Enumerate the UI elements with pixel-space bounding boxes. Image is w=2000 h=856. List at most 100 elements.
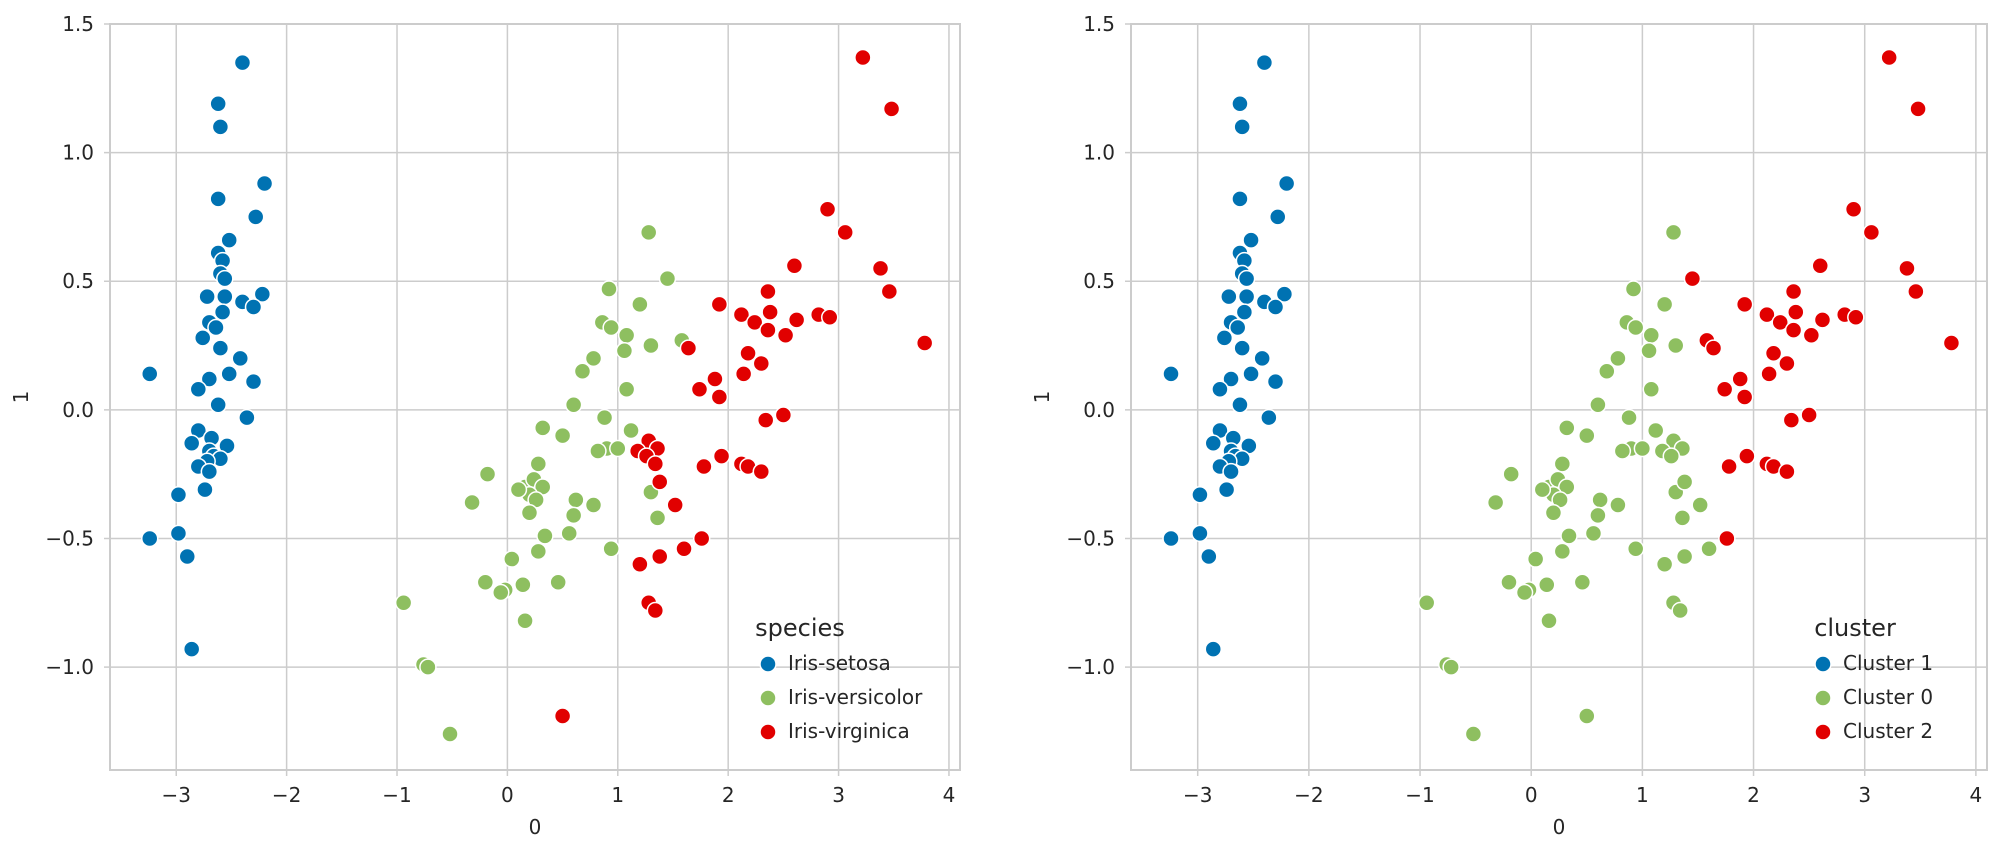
y-tick-label: −0.5 (45, 526, 94, 550)
scatter-point (1715, 380, 1734, 399)
scatter-point (200, 370, 219, 388)
x-tick-label: 3 (832, 783, 845, 807)
scatter-point (207, 318, 225, 337)
scatter-point (584, 349, 603, 368)
x-tick-label: −1 (382, 783, 411, 807)
legend: species Iris-setosa Iris-versicolor Iris-vi… (755, 614, 923, 743)
scatter-point (1486, 493, 1505, 512)
scatter-point (1731, 370, 1749, 388)
scatter-point (478, 465, 497, 483)
scatter-point (244, 372, 263, 391)
scatter-point (1646, 421, 1665, 440)
scatter-point (198, 287, 216, 306)
x-tick-label: 0 (1525, 783, 1538, 807)
scatter-point (1909, 100, 1927, 118)
scatter-point (1553, 455, 1572, 473)
scatter-point (820, 308, 839, 327)
scatter-point (560, 524, 578, 543)
scatter-point (1624, 280, 1643, 298)
plot-frame (109, 23, 961, 771)
scatter-point (1787, 303, 1805, 321)
scatter-point (1771, 313, 1789, 332)
legend-marker (1814, 723, 1832, 741)
series-iris-versicolor (394, 223, 691, 743)
x-tick-label: −2 (272, 783, 301, 807)
scatter-point (752, 354, 771, 373)
scatter-point (617, 326, 636, 345)
scatter-point (253, 285, 272, 303)
scatter-point (246, 208, 265, 226)
scatter-point (1204, 434, 1223, 453)
species-scatter-panel: −3 −2 −1 0 1 2 3 4 −1.0 −0.5 0.0 0.5 1.0 1.5 0 1 species… (9, 12, 961, 839)
legend: cluster Cluster 1 Cluster 0 Cluster 2 (1814, 614, 1933, 743)
y-axis-label: 1 (1030, 391, 1054, 404)
series-cluster-1 (1162, 53, 1296, 658)
scatter-point (666, 496, 684, 514)
scatter-point (1700, 540, 1718, 558)
scatter-point (818, 200, 837, 218)
scatter-point (759, 282, 777, 301)
scatter-point (209, 190, 227, 208)
scatter-point (1811, 257, 1829, 275)
scatter-point (140, 529, 159, 548)
scatter-point (1417, 594, 1436, 612)
x-tick-label: 4 (943, 783, 956, 807)
scatter-point (213, 303, 232, 321)
scatter-point (739, 344, 757, 363)
scatter-point (785, 257, 804, 275)
scatter-point (712, 447, 731, 465)
scatter-point (520, 504, 539, 522)
scatter-point (1784, 282, 1803, 301)
scatter-point (639, 223, 658, 242)
scatter-point (1231, 190, 1249, 208)
y-tick-label: −1.0 (1066, 655, 1115, 679)
legend-item: Cluster 2 (1814, 719, 1933, 743)
scatter-point (1231, 94, 1249, 113)
gridlines (1131, 23, 1987, 770)
legend-marker (1814, 689, 1832, 707)
scatter-point (756, 411, 775, 429)
scatter-point (1735, 388, 1754, 406)
legend-item: Cluster 1 (1814, 651, 1933, 675)
scatter-point (631, 555, 649, 573)
scatter-point (1764, 344, 1783, 363)
x-tick-label: 2 (1747, 783, 1760, 807)
scatter-point (1255, 53, 1274, 72)
scatter-point (646, 455, 665, 473)
scatter-point (1640, 341, 1658, 360)
scatter-point (1778, 462, 1796, 481)
scatter-point (1233, 339, 1251, 357)
scatter-point (1253, 349, 1271, 368)
legend-title: cluster (1814, 614, 1896, 642)
scatter-point (609, 439, 627, 458)
scatter-point (1704, 339, 1723, 357)
scatter-point (549, 573, 567, 591)
scatter-point (1515, 583, 1534, 602)
legend-label: Cluster 0 (1843, 685, 1933, 709)
scatter-point (564, 395, 583, 414)
scatter-point (1847, 308, 1865, 327)
scatter-point (1655, 295, 1674, 314)
scatter-point (1228, 318, 1247, 337)
scatter-point (1862, 223, 1881, 242)
scatter-point (871, 259, 890, 278)
x-tick-label: −3 (1183, 783, 1212, 807)
scatter-point (1620, 408, 1638, 427)
legend-item: Iris-setosa (759, 651, 891, 675)
x-tick-label: −2 (1294, 783, 1323, 807)
scatter-point (1235, 303, 1254, 321)
scatter-point (1613, 442, 1632, 460)
legend-label: Cluster 1 (1843, 651, 1933, 675)
scatter-point (1553, 542, 1572, 561)
scatter-point (1598, 362, 1616, 381)
scatter-point (1735, 295, 1754, 314)
series-cluster-0 (1417, 223, 1718, 743)
legend-label: Cluster 2 (1843, 719, 1933, 743)
scatter-point (529, 542, 548, 561)
cluster-scatter-panel: −3 −2 −1 0 1 2 3 4 −1.0 −0.5 0.0 0.5 1.0 1.5 0 1 cluster… (1030, 12, 1988, 839)
y-tick-label: 0.0 (1083, 398, 1115, 422)
scatter-point (759, 321, 777, 339)
scatter-point (492, 583, 510, 602)
scatter-point (1275, 285, 1294, 303)
